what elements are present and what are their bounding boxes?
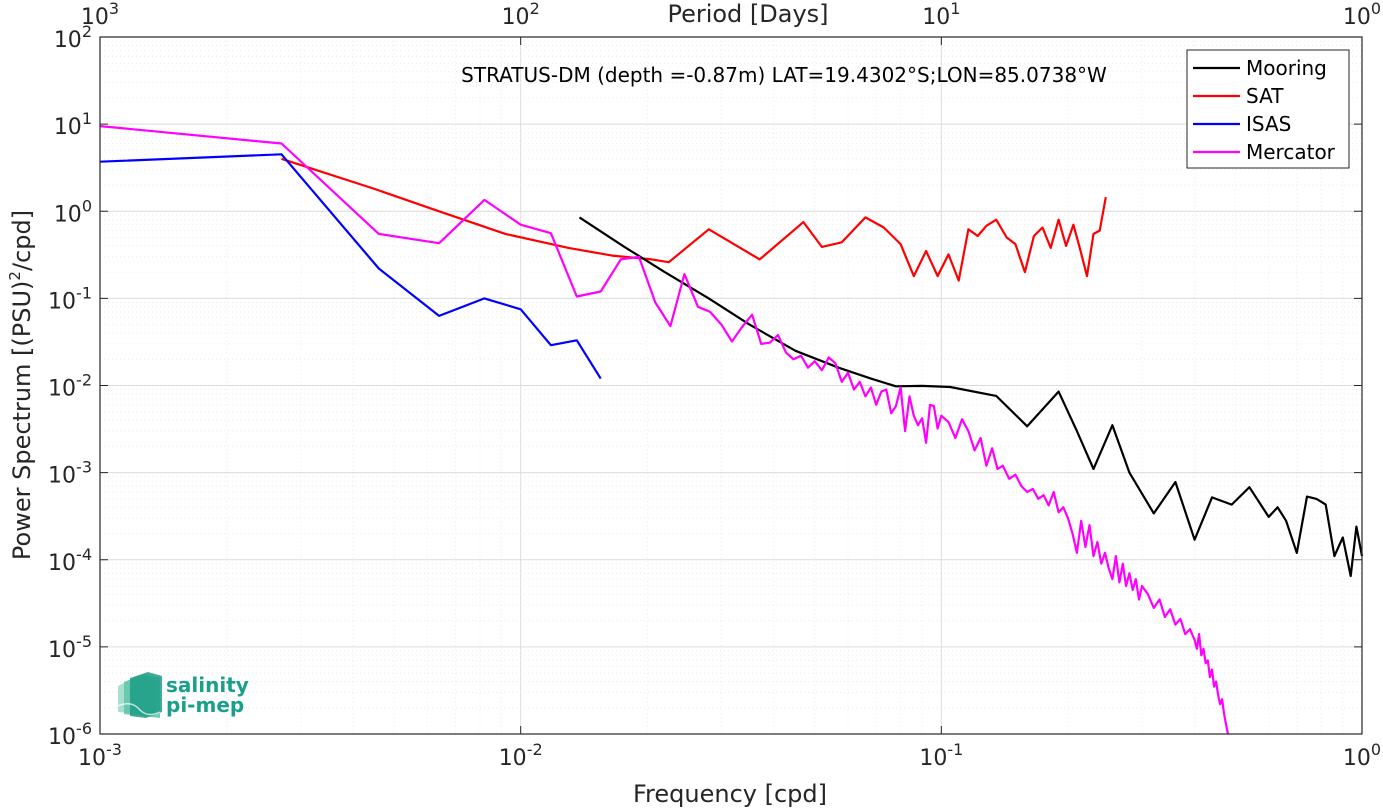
y-tick-label: 10-3 bbox=[48, 458, 92, 489]
top-tick-label: 101 bbox=[922, 0, 960, 30]
ticks bbox=[99, 36, 1363, 735]
series-layer bbox=[99, 125, 1364, 735]
x-tick-label: 100 bbox=[1343, 740, 1381, 771]
y-tick-label: 10-6 bbox=[48, 719, 92, 750]
top-tick-label: 103 bbox=[81, 0, 119, 30]
y-tick-label: 101 bbox=[54, 109, 92, 140]
legend-label-mooring: Mooring bbox=[1246, 56, 1327, 80]
legend: Mooring SAT ISAS Mercator bbox=[1186, 49, 1350, 169]
logo-text-line2: pi-mep bbox=[166, 693, 244, 717]
top-tick-label: 102 bbox=[502, 0, 540, 30]
series-line-isas bbox=[99, 153, 602, 380]
y-tick-label: 102 bbox=[54, 22, 92, 53]
legend-label-isas: ISAS bbox=[1246, 112, 1291, 136]
x-axis-title: Frequency [cpd] bbox=[633, 780, 827, 808]
y-tick-label: 10-5 bbox=[48, 632, 92, 663]
logo-mark-icon bbox=[117, 672, 162, 718]
logo: salinity pi-mep bbox=[117, 672, 249, 718]
station-annotation: STRATUS-DM (depth =-0.87m) LAT=19.4302°S… bbox=[461, 63, 1107, 87]
legend-box bbox=[1186, 49, 1350, 169]
series-line-sat bbox=[281, 157, 1107, 282]
top-tick-label: 100 bbox=[1343, 0, 1381, 30]
x-tick-label: 10-2 bbox=[499, 740, 543, 771]
y-tick-label: 10-2 bbox=[48, 371, 92, 402]
top-axis-title: Period [Days] bbox=[667, 0, 828, 28]
x-tick-label: 10-1 bbox=[919, 740, 963, 771]
y-axis-title-sup: 2 bbox=[6, 271, 24, 281]
series-line-mooring bbox=[578, 216, 1364, 578]
y-tick-label: 100 bbox=[54, 196, 92, 227]
x-tick-label: 10-3 bbox=[78, 740, 122, 771]
y-tick-label: 10-4 bbox=[48, 545, 92, 576]
y-axis-title: Power Spectrum [(PSU)2/cpd] bbox=[6, 210, 36, 560]
logo-text-line1: salinity bbox=[166, 673, 249, 697]
y-axis-title-end: /cpd] bbox=[8, 210, 36, 271]
legend-label-sat: SAT bbox=[1246, 84, 1284, 108]
y-axis-title-main: Power Spectrum [(PSU) bbox=[8, 281, 36, 560]
y-tick-label: 10-1 bbox=[48, 283, 92, 314]
series-line-mercator bbox=[99, 125, 1229, 735]
legend-label-mercator: Mercator bbox=[1246, 140, 1336, 164]
